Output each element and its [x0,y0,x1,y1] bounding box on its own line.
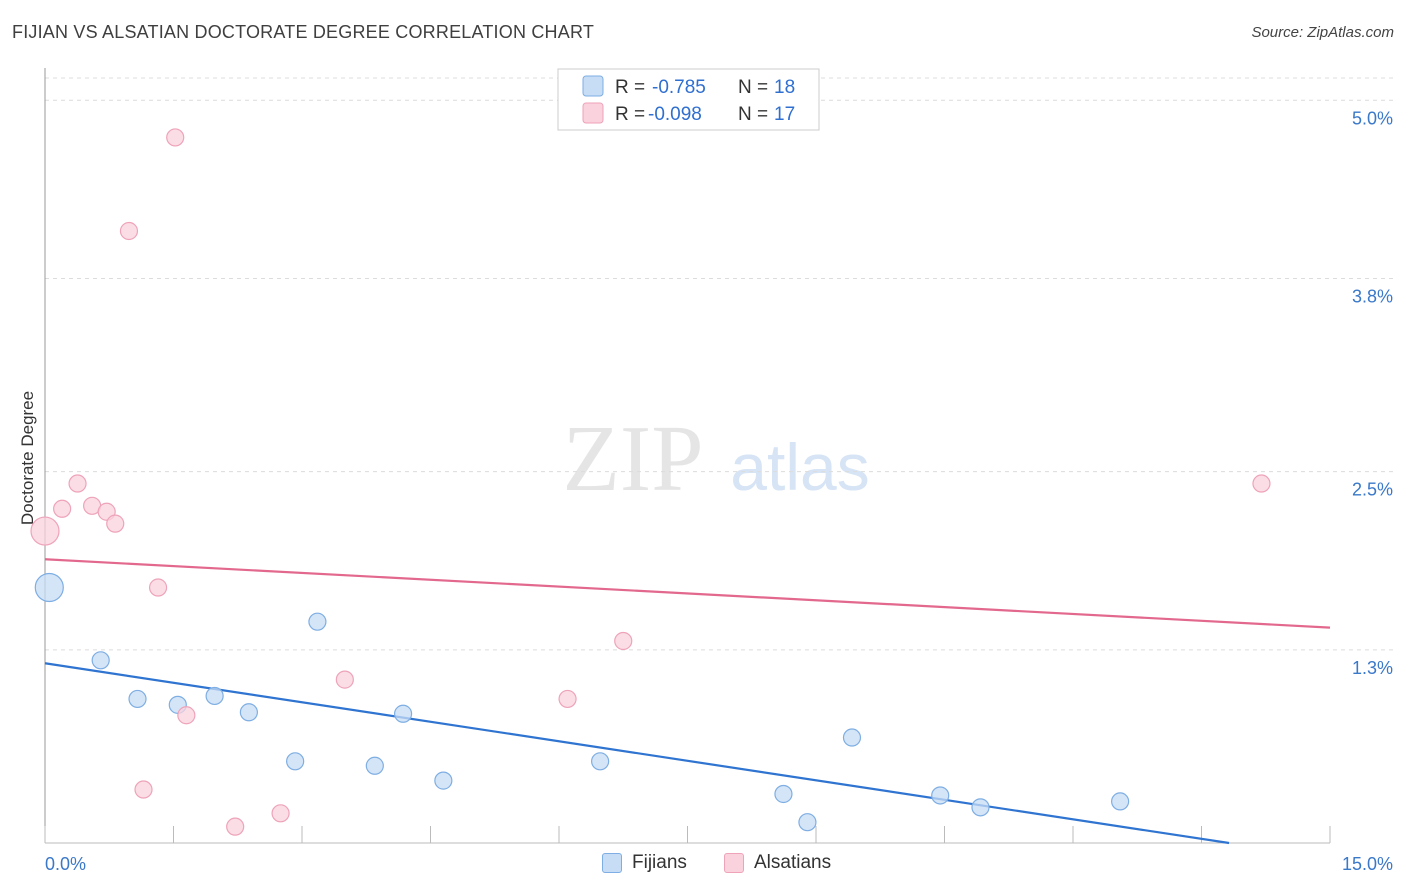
alsatians-point-12 [271,804,290,823]
fijians-point-5 [239,703,258,722]
legend-item-fijians: Fijians [602,852,687,874]
fijians-point-6 [286,752,305,771]
legend-n-label-fijians: N = [738,77,768,98]
legend-n-label-alsatians: N = [738,104,768,125]
alsatians-point-15 [614,631,633,651]
alsatians-point-2 [68,474,87,493]
fijians-point-9 [393,704,413,723]
alsatians-point-13 [335,670,354,689]
alsatians-point-1 [53,499,72,518]
legend-label-alsatians: Alsatians [754,852,832,873]
y-tick-label-2: 3.8% [1352,287,1393,307]
y-tick-label-1: 2.5% [1352,480,1393,500]
fijians-point-2 [128,689,147,709]
y-tick-labels: 1.3% 2.5% 3.8% 5.0% [1352,108,1393,678]
fijians-point-7 [308,612,327,631]
alsatians-point-11 [226,817,245,836]
fijians-point-11 [591,752,610,771]
legend-r-value-fijians: -0.785 [652,77,706,98]
x-tick-label-min: 0.0% [45,854,86,874]
alsatians-point-10 [177,706,196,725]
legend-n-value-fijians: 18 [774,77,795,98]
fijians-point-12 [774,784,793,804]
alsatians-point-6 [119,221,139,241]
legend-swatch-fijians [582,75,604,97]
watermark-atlas: atlas [730,430,869,504]
trend-lines [44,558,1331,845]
gridlines [45,77,1395,651]
fijians-point-4 [205,686,224,706]
legend-n-value-alsatians: 17 [774,104,795,125]
alsatians-point-8 [148,578,168,597]
alsatians-point-14 [558,689,577,709]
trend-line-alsatians [44,558,1331,629]
x-ticks [44,826,1331,843]
y-axis-title: Doctorate Degree [18,391,37,525]
legend-r-value-alsatians: -0.098 [648,104,702,125]
alsatians-point-9 [166,128,185,147]
legend-swatch-alsatians [582,102,604,124]
fijians-point-15 [931,786,950,805]
y-tick-label-3: 5.0% [1352,108,1393,128]
fijians-point-8 [365,756,384,775]
alsatians-point-16 [1252,474,1271,493]
fijians-point-14 [842,728,862,747]
fijians-point-1 [91,651,110,670]
series-legend: Fijians Alsatians [0,850,1406,878]
x-tick-label-max: 15.0% [1342,854,1393,874]
alsatians-point-0 [30,516,60,546]
source-credit: Source: ZipAtlas.com [1251,24,1394,41]
fijians-point-0 [34,572,64,603]
watermark-zip: ZIP [563,407,704,511]
fijians-point-16 [971,798,990,817]
y-tick-label-0: 1.3% [1352,658,1393,678]
legend-r-label-alsatians: R = [615,104,645,125]
alsatians-swatch [724,853,744,873]
data-points [30,128,1271,836]
alsatians-point-7 [134,780,153,799]
fijians-point-13 [798,813,817,832]
fijians-point-17 [1111,792,1130,811]
alsatians-point-5 [106,514,125,533]
legend-label-fijians: Fijians [632,852,687,873]
legend-r-label-fijians: R = [615,77,645,98]
fijians-swatch [602,853,622,873]
legend-item-alsatians: Alsatians [724,852,831,874]
correlation-legend: R = -0.785 N = 18 R = -0.098 N = 17 [557,68,820,131]
trend-line-fijians [44,662,1230,845]
fijians-point-10 [434,771,453,790]
chart-title: FIJIAN VS ALSATIAN DOCTORATE DEGREE CORR… [12,22,595,42]
